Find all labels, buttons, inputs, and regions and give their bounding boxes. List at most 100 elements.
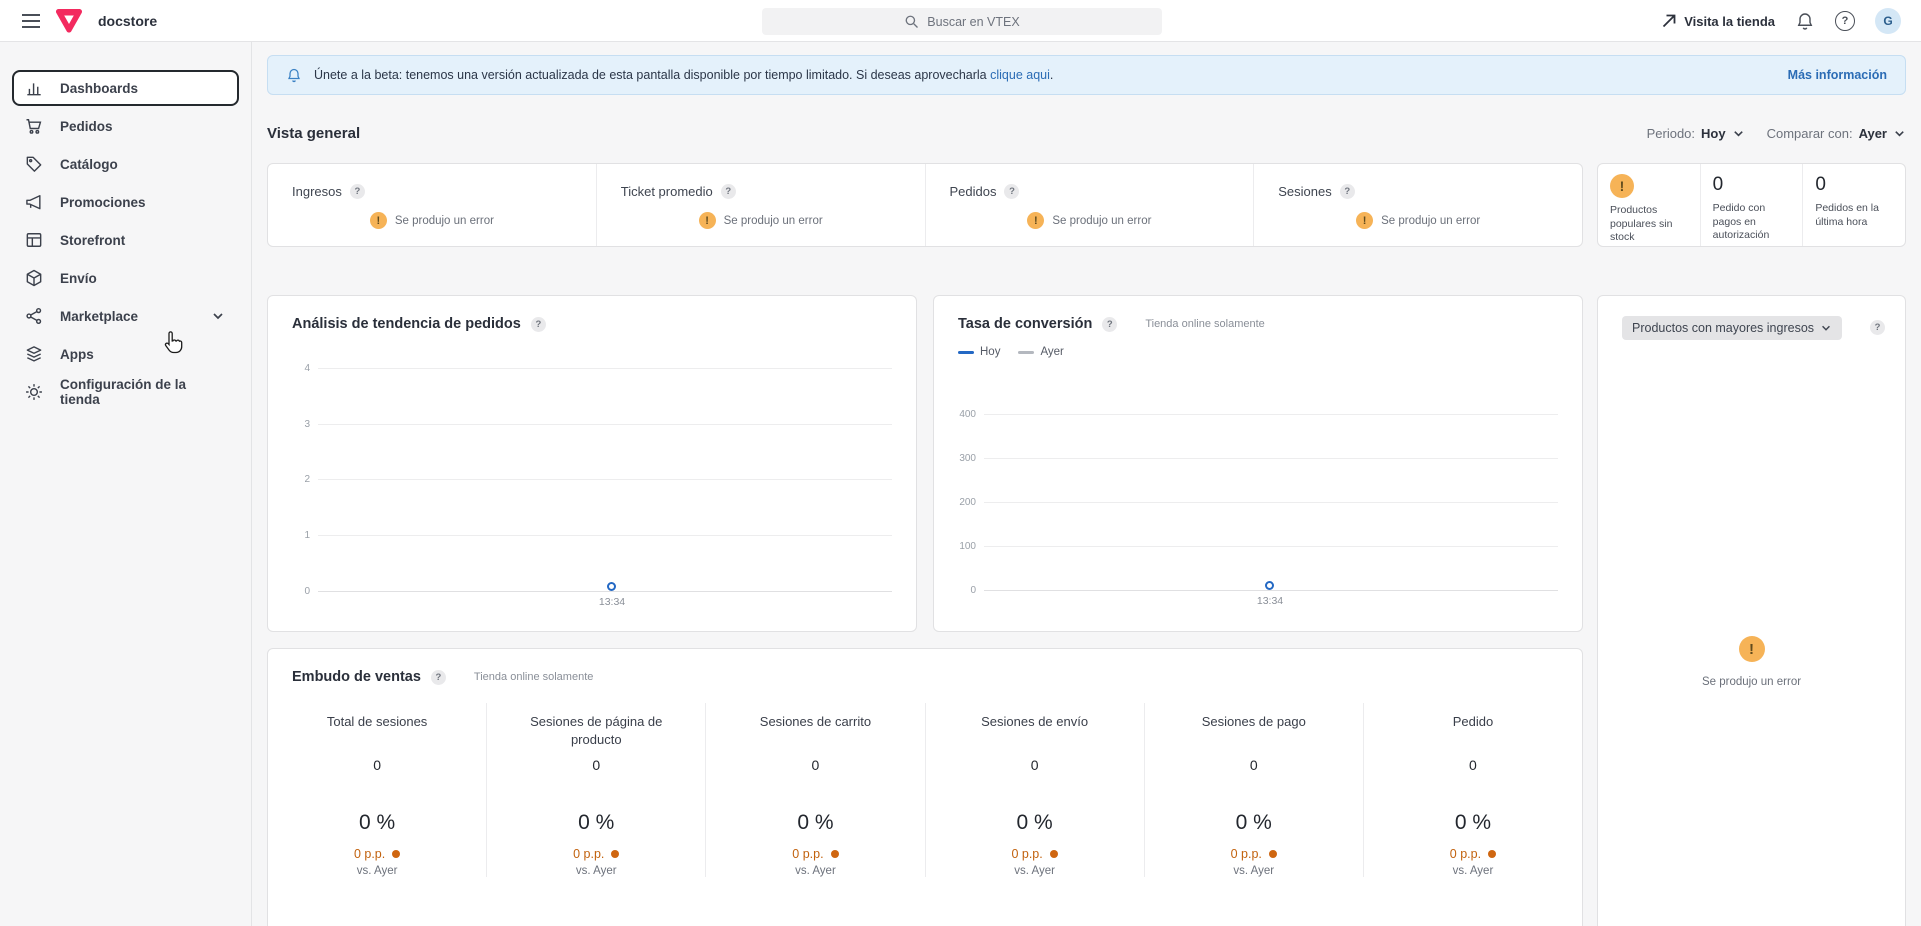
funnel-step-pago: Sesiones de pago 0 0 % 0 p.p. vs. Ayer [1143, 703, 1363, 877]
data-point[interactable] [1265, 581, 1274, 590]
compare-selector[interactable]: Comparar con: Ayer [1767, 126, 1906, 141]
sidebar-item-catalogo[interactable]: Catálogo [12, 146, 239, 182]
chevron-down-icon [1733, 130, 1743, 136]
sidebar-item-label: Configuración de la tienda [60, 377, 187, 407]
banner-bell-icon [286, 67, 302, 84]
funnel-step-value: 0 [811, 757, 820, 773]
funnel-step-delta: 0 p.p. [1230, 847, 1262, 861]
chart-subtitle: Tienda online solamente [1145, 318, 1265, 330]
help-badge-icon[interactable] [530, 316, 546, 332]
compare-label: Comparar con: [1766, 125, 1853, 141]
funnel-step-delta: 0 p.p. [1011, 847, 1043, 861]
kpi-card: Ingresos Se produjo un error Ticket prom… [267, 163, 1583, 247]
banner-link[interactable]: clique aqui [990, 68, 1050, 82]
funnel-step-value: 0 [373, 757, 381, 773]
sidebar-item-label: Storefront [60, 232, 126, 248]
funnel-step-compare: vs. Ayer [575, 865, 617, 877]
top-products-card: Productos con mayores ingresos Se produj… [1597, 295, 1906, 926]
funnel-step-label: Sesiones de pago [1201, 714, 1306, 729]
visit-store-link[interactable]: Visita la tienda [1662, 14, 1775, 29]
funnel-subtitle: Tienda online solamente [473, 671, 594, 683]
chart-title: Tasa de conversión [958, 316, 1093, 332]
funnel-step-pagina-producto: Sesiones de página de producto 0 0 % 0 p… [486, 703, 705, 877]
legend-swatch [958, 350, 974, 354]
more-info-link[interactable]: Más información [1787, 68, 1887, 82]
sidebar-item-pedidos[interactable]: Pedidos [12, 108, 239, 144]
help-badge-icon[interactable] [349, 184, 365, 199]
chart-legend: Hoy Ayer [934, 332, 1582, 358]
help-badge-icon[interactable] [1004, 184, 1020, 199]
stat-productos-sin-stock[interactable]: Productos populares sin stock [1598, 164, 1700, 246]
funnel-step-total-sesiones: Total de sesiones 0 0 % 0 p.p. vs. Ayer [268, 703, 486, 877]
funnel-step-label: Sesiones de página de producto [530, 714, 663, 748]
notifications-bell-icon[interactable] [1795, 11, 1815, 32]
stat-label: Pedidos en la última hora [1815, 202, 1879, 228]
y-tick: 400 [959, 409, 976, 420]
funnel-title: Embudo de ventas [292, 669, 421, 685]
legend-hoy[interactable]: Hoy [958, 346, 1000, 358]
help-icon[interactable]: ? [1835, 11, 1855, 31]
avatar[interactable]: G [1875, 8, 1901, 34]
funnel-step-value: 0 [1249, 757, 1258, 773]
warning-icon [698, 212, 716, 229]
stat-pagos-autorizacion[interactable]: 0 Pedido con pagos en autorización [1699, 164, 1803, 246]
sidebar-item-configuracion[interactable]: Configuración de la tienda [12, 374, 239, 410]
sidebar-item-promociones[interactable]: Promociones [12, 184, 239, 220]
error-text: Se produjo un error [723, 214, 823, 227]
sidebar-item-dashboards[interactable]: Dashboards [12, 70, 239, 106]
beta-banner: Únete a la beta: tenemos una versión act… [267, 55, 1906, 95]
error-text: Se produjo un error [1701, 676, 1802, 688]
error-text: Se produjo un error [1381, 214, 1481, 227]
help-badge-icon[interactable] [1339, 184, 1355, 199]
period-value: Hoy [1701, 125, 1726, 141]
funnel-step-delta: 0 p.p. [353, 847, 386, 861]
y-tick: 0 [970, 585, 976, 596]
y-tick: 4 [304, 363, 310, 374]
chevron-down-icon[interactable] [211, 309, 227, 323]
conversion-rate-chart-card: Tasa de conversión Tienda online solamen… [933, 295, 1583, 632]
sidebar-item-envio[interactable]: Envío [12, 260, 239, 296]
sidebar-item-storefront[interactable]: Storefront [12, 222, 239, 258]
search-placeholder: Buscar en VTEX [927, 14, 1020, 29]
y-tick: 300 [959, 453, 976, 464]
legend-swatch [1018, 350, 1035, 354]
funnel-step-label: Total de sesiones [326, 714, 428, 729]
x-tick: 13:34 [1256, 595, 1284, 607]
chart-title: Análisis de tendencia de pedidos [292, 316, 521, 332]
kpi-sesiones: Sesiones Se produjo un error [1253, 164, 1582, 246]
search-input[interactable]: Buscar en VTEX [762, 8, 1162, 35]
sidebar-item-label: Pedidos [60, 118, 113, 134]
help-badge-icon[interactable] [720, 184, 736, 199]
sidebar-item-label: Envío [60, 270, 97, 286]
sidebar-item-marketplace[interactable]: Marketplace [12, 298, 239, 334]
visit-store-label: Visita la tienda [1684, 13, 1775, 29]
top-products-selector[interactable]: Productos con mayores ingresos [1622, 316, 1843, 340]
share-network-icon [24, 306, 44, 326]
banner-message: Únete a la beta: tenemos una versión act… [314, 68, 1054, 82]
y-tick: 100 [959, 541, 976, 552]
help-badge-icon[interactable] [430, 669, 446, 685]
kpi-label: Ingresos [292, 184, 342, 199]
funnel-step-rate: 0 % [1016, 811, 1053, 834]
legend-ayer[interactable]: Ayer [1018, 346, 1064, 358]
stat-ultima-hora[interactable]: 0 Pedidos en la última hora [1802, 164, 1905, 246]
kpi-label: Ticket promedio [620, 184, 713, 199]
sidebar-item-apps[interactable]: Apps [12, 336, 239, 372]
vtex-logo[interactable] [56, 8, 82, 33]
y-tick: 200 [959, 497, 976, 508]
delta-dot-icon [1268, 850, 1277, 858]
funnel-step-compare: vs. Ayer [1014, 865, 1055, 877]
main-content: Únete a la beta: tenemos una versión act… [252, 42, 1921, 926]
funnel-step-carrito: Sesiones de carrito 0 0 % 0 p.p. vs. Aye… [705, 703, 924, 877]
funnel-step-rate: 0 % [1235, 811, 1272, 834]
sidebar-item-label: Marketplace [60, 308, 139, 324]
kpi-pedidos: Pedidos Se produjo un error [924, 164, 1254, 246]
hamburger-menu-icon[interactable] [22, 13, 40, 28]
sidebar-item-label: Promociones [60, 194, 146, 210]
help-badge-icon[interactable] [1102, 316, 1118, 332]
help-badge-icon[interactable] [1870, 320, 1885, 335]
data-point[interactable] [607, 582, 616, 591]
y-tick: 1 [304, 530, 310, 541]
period-selector[interactable]: Periodo: Hoy [1647, 126, 1745, 141]
layers-icon [24, 344, 44, 364]
